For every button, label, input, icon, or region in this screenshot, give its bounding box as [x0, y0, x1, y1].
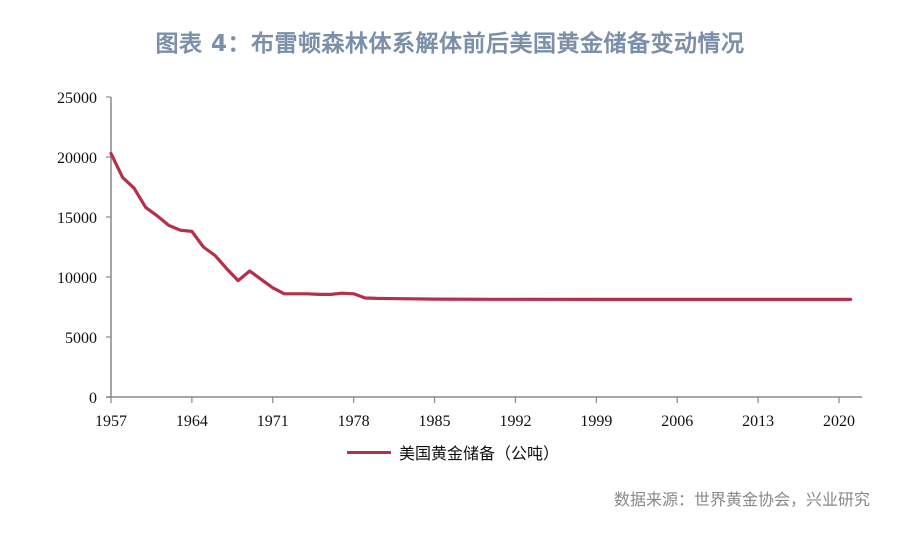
y-tick-label: 25000 — [57, 90, 97, 107]
x-tick-label: 2006 — [661, 413, 693, 430]
chart-axes — [106, 96, 862, 403]
x-tick-label: 1978 — [338, 413, 370, 430]
legend-label: 美国黄金储备（公吨） — [399, 444, 560, 463]
legend-line-swatch — [347, 450, 391, 454]
x-tick-label: 1964 — [176, 413, 208, 430]
x-tick-label: 1999 — [580, 413, 612, 430]
data-source-note: 数据来源：世界黄金协会，兴业研究 — [613, 490, 870, 509]
y-tick-label: 0 — [89, 390, 97, 407]
x-tick-label: 1971 — [257, 413, 289, 430]
x-tick-label: 1985 — [419, 413, 451, 430]
y-axis-labels: 0 5000 10000 15000 20000 25000 — [57, 90, 97, 407]
y-tick-label: 5000 — [65, 330, 97, 347]
y-tick-label: 15000 — [57, 210, 97, 227]
series-line-us-gold-reserves — [109, 151, 853, 301]
y-tick-label: 10000 — [57, 270, 97, 287]
x-tick-label: 1992 — [499, 413, 531, 430]
y-tick-label: 20000 — [57, 150, 97, 167]
x-axis-labels: 1957 1964 1971 1978 1985 1992 1999 2006 2013 2020 — [95, 413, 855, 430]
x-tick-label: 2013 — [742, 413, 774, 430]
legend: 美国黄金储备（公吨） — [347, 440, 559, 464]
x-tick-label: 2020 — [823, 413, 855, 430]
x-tick-label: 1957 — [95, 413, 127, 430]
chart-title: 图表 4：布雷顿森林体系解体前后美国黄金储备变动情况 — [155, 31, 745, 57]
